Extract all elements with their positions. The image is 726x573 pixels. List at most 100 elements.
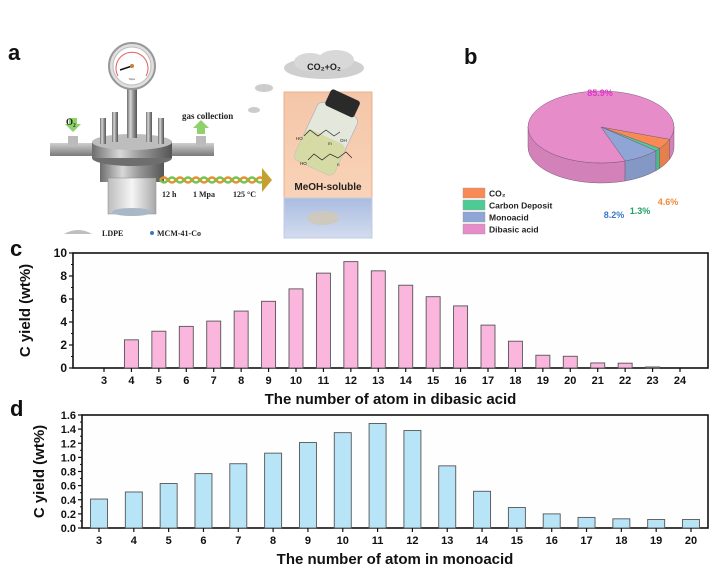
x-tick-label: 12: [406, 535, 418, 547]
bar-16: [542, 513, 561, 529]
inlet-label: O₂: [66, 117, 76, 127]
structure-label-ho: HO: [296, 136, 303, 141]
x-tick-label: 4: [131, 535, 138, 547]
bar-20: [562, 355, 578, 369]
condition-time: 12 h: [162, 190, 177, 199]
bar-13: [438, 465, 457, 529]
product-label: MeOH-soluble: [294, 182, 362, 193]
bar-3: [90, 498, 108, 529]
pie-slice-co-: [600, 126, 671, 149]
pie-side-monoacid: [624, 150, 657, 182]
bar-14: [398, 284, 414, 369]
reaction-arrow: [159, 168, 272, 192]
x-tick-label: 8: [238, 375, 244, 387]
x-tick-label: 14: [476, 535, 489, 547]
gas-pipe: [50, 143, 214, 156]
pie-slice-monoacid: [600, 126, 657, 162]
panel-c-letter: c: [10, 236, 23, 261]
chart-d: 3 4 5 6 7 8 9 10 11 12 13 14 15 16 17 18 19 20 0.0 0.2 0.4 0.…: [31, 410, 709, 568]
bar-8: [233, 310, 249, 369]
bar-11: [315, 272, 331, 369]
x-tick-label: 16: [546, 535, 558, 547]
x-tick-label: 14: [400, 375, 413, 387]
y-tick-label: 0.0: [61, 523, 76, 535]
bar-17: [480, 324, 496, 369]
structure-label-m: m: [328, 141, 332, 146]
pressure-gauge-icon: [108, 42, 156, 90]
y-tick-label: 8: [60, 269, 67, 283]
gauge-unit: Mpa: [129, 77, 135, 81]
x-tick-label: 15: [511, 535, 523, 547]
y-tick-label: 0: [60, 361, 67, 375]
x-tick-label: 5: [156, 375, 162, 387]
legend-label-carbon-deposit: Carbon Deposit: [489, 201, 552, 211]
y-tick-label: 1.6: [61, 410, 76, 422]
x-tick-label: 6: [183, 375, 189, 387]
bar-12: [343, 261, 359, 369]
x-tick-label: 11: [372, 535, 384, 547]
y-tick-label: 0.4: [61, 495, 77, 507]
insoluble-residue-box: [283, 197, 373, 239]
legend-label-monoacid: Monoacid: [489, 213, 529, 223]
x-tick-label: 19: [650, 535, 662, 547]
y-axis-title: C yield (wt%): [17, 264, 34, 357]
legend-label-co-: CO₂: [489, 189, 506, 199]
condition-temperature: 125 °C: [233, 190, 256, 199]
bar-9: [261, 300, 277, 369]
bar-4: [123, 339, 139, 369]
pie-slice-dibasic-acid: [527, 90, 675, 164]
bar-19: [535, 354, 551, 369]
x-tick-label: 15: [427, 375, 439, 387]
panel-d-letter: d: [10, 396, 24, 421]
legend-label-dibasic-acid: Dibasic acid: [489, 225, 539, 235]
pie-legend: CO₂ Carbon Deposit Monoacid Dibasic acid: [462, 187, 552, 235]
pie-label-co-: 4.6%: [658, 197, 679, 207]
x-tick-label: 12: [345, 375, 357, 387]
pie-side-co-: [659, 138, 670, 169]
x-tick-label: 18: [509, 375, 521, 387]
outlet-valve: [196, 136, 206, 145]
x-tick-label: 13: [441, 535, 453, 547]
bar-6: [178, 325, 194, 369]
x-tick-label: 10: [290, 375, 302, 387]
bar-7: [206, 320, 222, 369]
x-tick-label: 16: [454, 375, 466, 387]
y-tick-label: 0.8: [61, 467, 76, 479]
catalyst-dot-icon: [150, 231, 154, 235]
bar-16: [453, 305, 469, 369]
x-tick-label: 20: [685, 535, 697, 547]
x-tick-label: 11: [318, 375, 330, 387]
y-axis-title: C yield (wt%): [31, 425, 48, 518]
residue-powder: [307, 211, 339, 225]
pie-side-walls: [527, 126, 675, 184]
bar-5: [151, 330, 167, 369]
y-tick-label: 4: [60, 315, 67, 329]
y-tick-label: 10: [54, 246, 68, 260]
chart-c: 3 4 5 6 7 8 9 10 11 12 13 14 15 16 17 18 19 20 21 22 23 24024…: [17, 246, 709, 408]
x-tick-label: 8: [270, 535, 276, 547]
bar-18: [507, 340, 523, 369]
x-tick-label: 6: [200, 535, 206, 547]
structure-label-oh: OH: [340, 138, 347, 143]
x-tick-label: 22: [619, 375, 631, 387]
bar-15: [425, 296, 441, 369]
legend-swatch-dibasic-acid: [462, 223, 486, 235]
pie-side-carbon-deposit: [655, 147, 660, 172]
x-tick-label: 10: [337, 535, 349, 547]
legend-catalyst: MCM-41-Co: [157, 229, 201, 238]
legend-swatch-co-: [462, 187, 486, 199]
bar-7: [229, 463, 248, 529]
vial-icon: [294, 89, 360, 176]
y-tick-label: 1.0: [61, 452, 76, 464]
monoacid-structure: [307, 151, 353, 161]
pie-side-dibasic-acid: [527, 126, 626, 184]
x-tick-label: 21: [592, 375, 604, 387]
bar-15: [507, 507, 526, 529]
panel-b-letter: b: [464, 44, 478, 69]
panel-a-letter: a: [8, 40, 21, 65]
x-tick-label: 3: [96, 535, 102, 547]
x-axis-title: The number of atom in monoacid: [277, 551, 514, 568]
y-tick-label: 0.6: [61, 481, 76, 493]
x-tick-label: 24: [674, 375, 687, 387]
plot-frame: [72, 252, 709, 369]
